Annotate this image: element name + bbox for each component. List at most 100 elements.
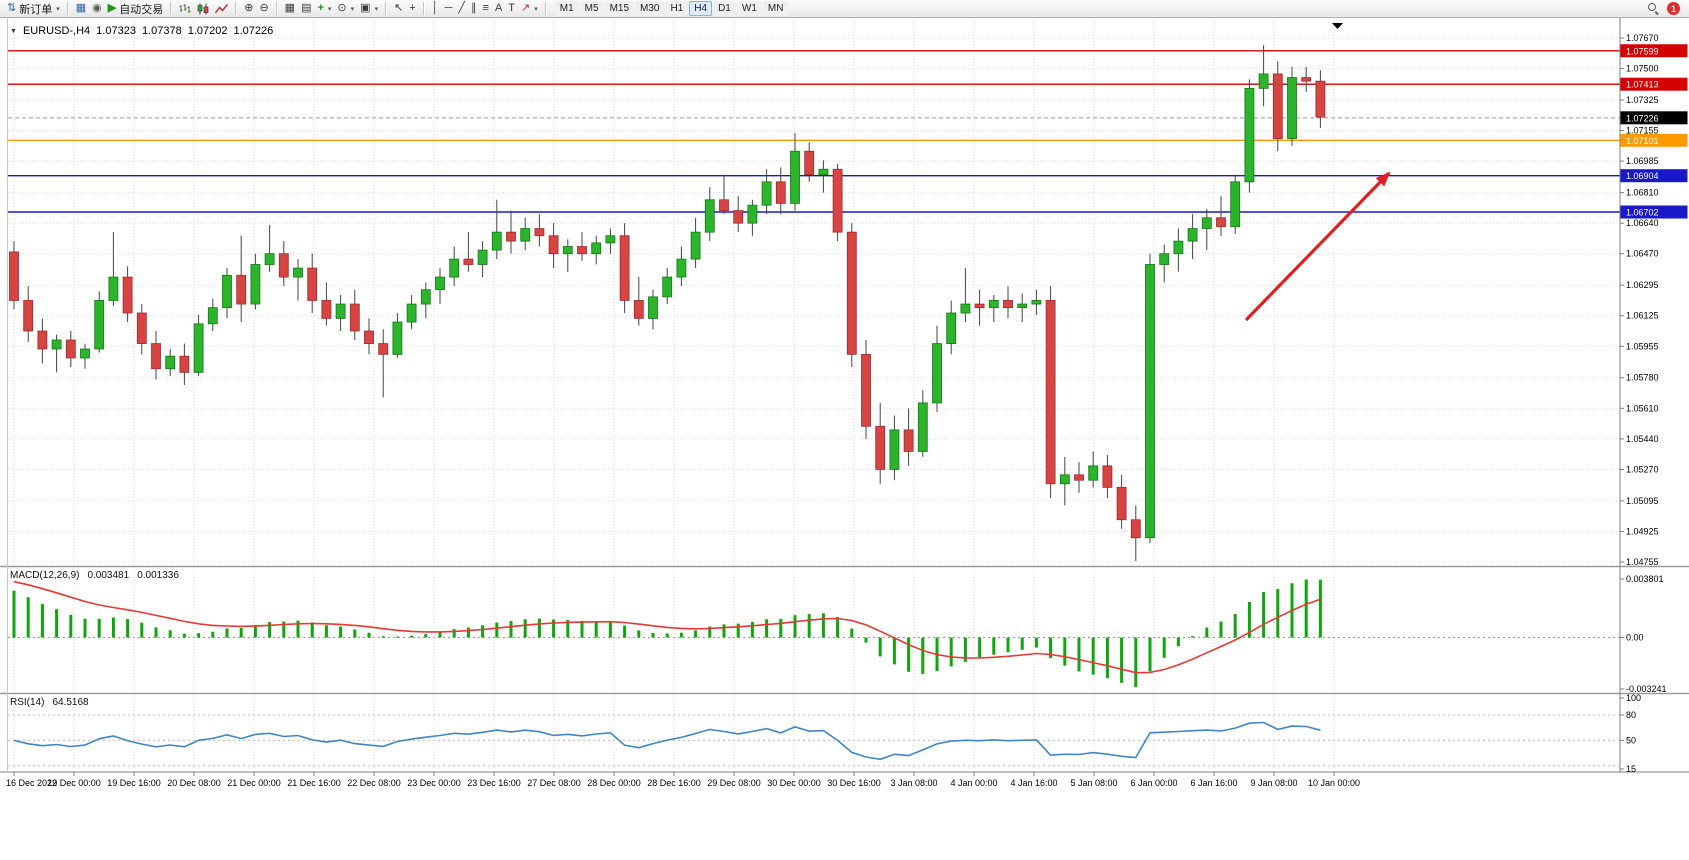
macd-panel	[8, 578, 1624, 690]
svg-text:19 Dec 00:00: 19 Dec 00:00	[47, 778, 101, 788]
tile-windows-button[interactable]: ▦	[282, 1, 298, 17]
grid-lines	[8, 20, 1620, 770]
market-watch-button[interactable]: ◉	[89, 1, 105, 17]
charts-window-button[interactable]: ▦	[73, 1, 89, 17]
rsi-panel	[8, 697, 1624, 770]
chevron-down-icon: ▾	[534, 5, 538, 13]
cursor-tool-button[interactable]: ↖	[391, 1, 406, 17]
crosshair-icon: +	[409, 2, 416, 14]
bar-chart-icon	[179, 3, 191, 13]
text-tool-button[interactable]: A	[492, 1, 505, 17]
new-order-icon: ⇅	[7, 2, 17, 14]
cursor-icon: ↖	[394, 2, 404, 14]
svg-text:1.07325: 1.07325	[1626, 95, 1659, 105]
template-icon: ▣	[360, 2, 371, 14]
autotrading-button[interactable]: ▶ 自动交易	[105, 1, 166, 17]
autotrading-label: 自动交易	[119, 3, 164, 16]
arrow-tool-icon: ↗	[521, 2, 531, 14]
autotrading-play-icon: ▶	[107, 2, 117, 14]
indicators-button[interactable]: + ▾	[314, 1, 334, 17]
svg-text:9 Jan 08:00: 9 Jan 08:00	[1250, 778, 1297, 788]
main-toolbar: ⇅ 新订单 ▾ ▦ ◉ ▶ 自动交易 ⊕ ⊖ ▦	[0, 0, 1689, 18]
timeframe-M1[interactable]: M1	[554, 1, 579, 16]
search-icon[interactable]	[1647, 2, 1660, 15]
svg-text:27 Dec 08:00: 27 Dec 08:00	[527, 778, 581, 788]
timeframe-MN[interactable]: MN	[762, 1, 789, 16]
trendline-icon: ╱	[458, 2, 466, 14]
svg-text:1.06904: 1.06904	[1626, 171, 1659, 181]
label-tool-icon: T	[508, 2, 516, 14]
svg-text:1.06985: 1.06985	[1626, 156, 1659, 166]
horizontal-line-tool-button[interactable]: ─	[442, 1, 456, 17]
toolbar-separator	[235, 2, 238, 15]
svg-text:1.05780: 1.05780	[1626, 373, 1659, 383]
zoom-in-button[interactable]: ⊕	[241, 1, 256, 17]
svg-text:1.07101: 1.07101	[1626, 136, 1659, 146]
timeframe-H4[interactable]: H4	[689, 1, 713, 16]
timeframe-D1[interactable]: D1	[713, 1, 736, 16]
svg-text:20 Dec 08:00: 20 Dec 08:00	[167, 778, 221, 788]
svg-text:3 Jan 08:00: 3 Jan 08:00	[890, 778, 937, 788]
timeframe-M30[interactable]: M30	[635, 1, 665, 16]
toolbar-separator	[275, 2, 278, 15]
fibonacci-icon: ≡	[482, 2, 489, 14]
horizontal-level-lines	[8, 50, 1620, 213]
crosshair-tool-button[interactable]: +	[406, 1, 418, 17]
chart-area: 0.003801 0.00 -0.003241 100 80 50 15 1.07670 1.0…	[0, 18, 1689, 860]
scroll-end-marker	[1332, 23, 1343, 29]
fibonacci-tool-button[interactable]: ≡	[480, 1, 492, 17]
arrows-tool-button[interactable]: ↗ ▾	[518, 1, 541, 17]
svg-text:30 Dec 00:00: 30 Dec 00:00	[767, 778, 821, 788]
svg-text:15: 15	[1626, 764, 1636, 774]
line-chart-button[interactable]	[212, 1, 231, 17]
line-chart-icon	[215, 3, 229, 13]
templates-button[interactable]: ▣ ▾	[357, 1, 381, 17]
svg-text:1.05095: 1.05095	[1626, 496, 1659, 506]
svg-text:1.04925: 1.04925	[1626, 526, 1659, 536]
zoom-in-icon: ⊕	[244, 2, 254, 14]
notification-badge[interactable]: 1	[1667, 2, 1680, 15]
bar-chart-button[interactable]	[176, 1, 194, 17]
timeframe-M5[interactable]: M5	[579, 1, 604, 16]
market-watch-icon: ◉	[92, 2, 102, 14]
svg-text:28 Dec 16:00: 28 Dec 16:00	[647, 778, 701, 788]
channel-tool-button[interactable]: ∥	[468, 1, 480, 17]
svg-text:1.06640: 1.06640	[1626, 218, 1659, 228]
chevron-down-icon: ▾	[327, 5, 332, 13]
svg-text:1.07670: 1.07670	[1626, 33, 1659, 43]
svg-text:1.04755: 1.04755	[1626, 557, 1659, 567]
channel-icon: ∥	[471, 2, 477, 14]
svg-text:0.00: 0.00	[1626, 633, 1644, 643]
svg-text:29 Dec 08:00: 29 Dec 08:00	[707, 778, 761, 788]
zoom-out-button[interactable]: ⊖	[256, 1, 271, 17]
label-tool-button[interactable]: T	[505, 1, 518, 17]
svg-text:0.003801: 0.003801	[1626, 574, 1664, 584]
horizontal-line-icon: ─	[444, 2, 453, 14]
timeframe-W1[interactable]: W1	[736, 1, 762, 16]
svg-text:100: 100	[1626, 693, 1641, 703]
svg-text:23 Dec 16:00: 23 Dec 16:00	[467, 778, 521, 788]
vertical-line-tool-button[interactable]: │	[429, 1, 442, 17]
red-arrow-annotation	[1244, 171, 1391, 322]
timeframe-H1[interactable]: H1	[665, 1, 689, 16]
svg-text:5 Jan 08:00: 5 Jan 08:00	[1070, 778, 1117, 788]
svg-text:1.07226: 1.07226	[1626, 113, 1659, 123]
svg-text:1.05610: 1.05610	[1626, 403, 1659, 413]
svg-text:1.07413: 1.07413	[1626, 80, 1659, 90]
trendline-tool-button[interactable]: ╱	[455, 1, 468, 17]
svg-text:16 Dec 2022: 16 Dec 2022	[6, 778, 57, 788]
periods-button[interactable]: ⊙ ▾	[334, 1, 357, 17]
candlestick-chart-button[interactable]	[194, 1, 212, 17]
svg-text:28 Dec 00:00: 28 Dec 00:00	[587, 778, 641, 788]
price-chart[interactable]: 0.0038010.00-0.0032411008050151.076701.0…	[0, 18, 1689, 860]
svg-text:1.05955: 1.05955	[1626, 341, 1659, 351]
svg-text:21 Dec 16:00: 21 Dec 16:00	[287, 778, 341, 788]
svg-text:1.07500: 1.07500	[1626, 64, 1659, 74]
chevron-down-icon: ▾	[374, 5, 379, 13]
new-order-button[interactable]: ⇅ 新订单 ▾	[4, 1, 63, 17]
zoom-out-icon: ⊖	[259, 2, 269, 14]
svg-text:1.06470: 1.06470	[1626, 249, 1659, 259]
cascade-windows-button[interactable]: ▤	[298, 1, 314, 17]
timeframe-M15[interactable]: M15	[604, 1, 635, 16]
svg-text:-0.003241: -0.003241	[1626, 684, 1667, 694]
